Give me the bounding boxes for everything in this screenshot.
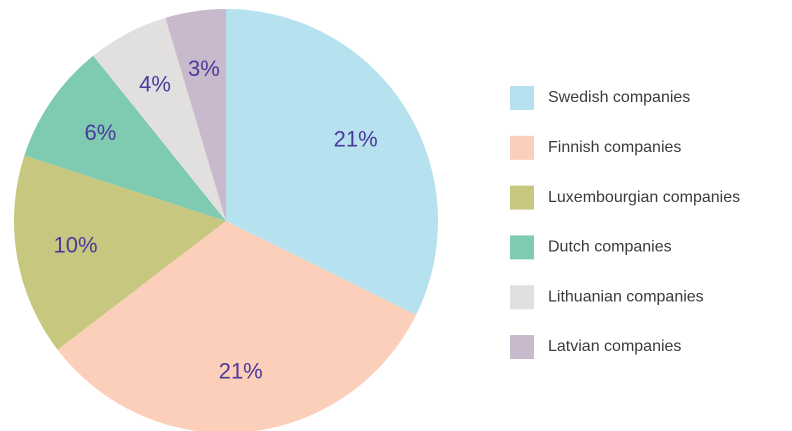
legend-swatch [510,285,534,310]
legend-swatch [510,235,534,260]
slice-label: 3% [188,56,220,81]
pie-slice [226,9,439,315]
pie-slice [93,17,226,222]
legend-swatch [510,185,534,210]
legend-label: Dutch companies [548,239,672,256]
legend-label: Finnish companies [548,139,681,156]
legend-label: Luxembourgian companies [548,189,740,206]
legend-label: Lithuanian companies [548,288,704,305]
pie-slice [24,55,226,221]
legend-label: Swedish companies [548,89,690,106]
slice-label: 4% [139,72,171,97]
legend-swatch [510,86,534,110]
legend-swatch [510,335,534,359]
pie-slice [57,221,417,431]
slice-label: 10% [54,233,98,258]
slice-label: 21% [219,359,263,384]
legend-label: Latvian companies [548,338,681,355]
pie-slice [14,155,227,350]
legend-swatch [510,135,534,160]
pie-slice [165,9,226,221]
slice-label: 21% [334,126,378,151]
slice-label: 6% [84,120,116,145]
